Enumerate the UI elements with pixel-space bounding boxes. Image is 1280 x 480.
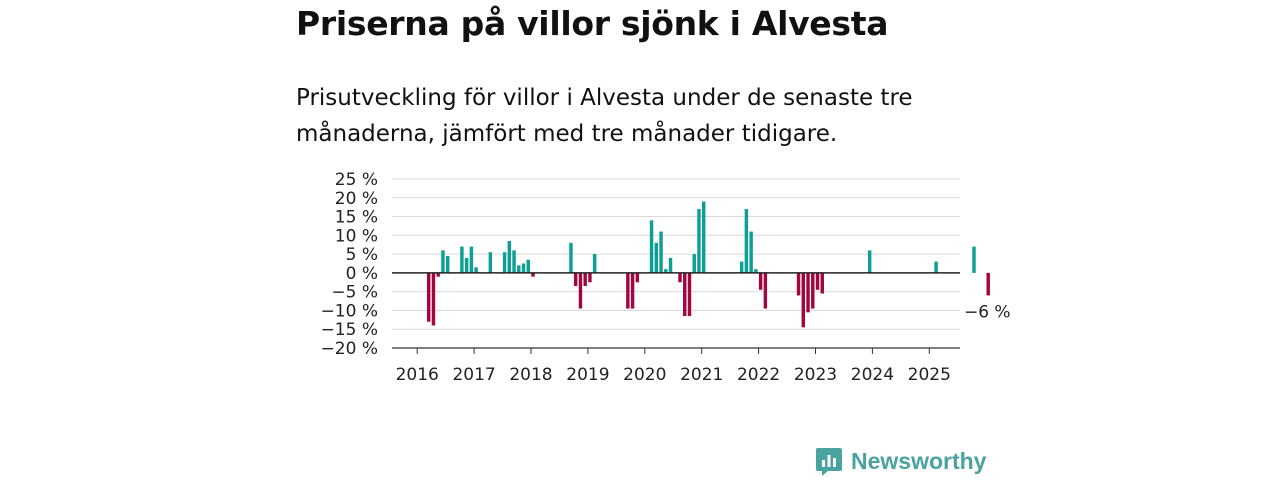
- bar-2020-02: [649, 220, 654, 273]
- bar-2022-09: [796, 272, 801, 296]
- bar-2020-10: [687, 272, 692, 317]
- y-tick-label: 20 %: [335, 189, 378, 209]
- bar-2018-09: [569, 242, 573, 273]
- y-tick-label: −20 %: [321, 339, 378, 359]
- bar-2016-10: [460, 246, 464, 273]
- chart-subtitle: Prisutveckling för villor i Alvesta unde…: [296, 85, 913, 147]
- bar-2021-12: [754, 269, 758, 273]
- y-tick-label: 0 %: [346, 264, 378, 284]
- bar-2020-08: [678, 272, 682, 283]
- bar-2021-09: [739, 261, 744, 273]
- bar-2017-12: [526, 259, 530, 273]
- last-value-annotation: −6 %: [964, 302, 1011, 322]
- x-tick-label: 2018: [509, 365, 552, 385]
- chart-title: Priserna på villor sjönk i Alvesta: [296, 4, 889, 43]
- bar-2017-07: [502, 252, 507, 273]
- newsworthy-logo-text: Newsworthy: [851, 447, 987, 474]
- bar-2021-01: [702, 201, 706, 273]
- bar-2016-04: [431, 272, 436, 326]
- x-tick-label: 2021: [680, 365, 723, 385]
- x-tick-label: 2019: [566, 365, 609, 385]
- bar-2017-08: [507, 240, 512, 273]
- x-tick-label: 2023: [794, 365, 837, 385]
- bars: [426, 201, 990, 328]
- bar-2022-02: [763, 272, 768, 309]
- bar-2019-02: [592, 254, 597, 273]
- bar-2022-10: [801, 272, 806, 328]
- bar-2019-10: [630, 272, 635, 309]
- newsworthy-logo: Newsworthy: [815, 446, 986, 476]
- bar-2023-01: [815, 272, 820, 290]
- bar-2022-11: [806, 272, 810, 313]
- bar-2018-01: [531, 272, 535, 277]
- y-tick-label: 5 %: [346, 245, 378, 265]
- newsworthy-logo-icon: [816, 448, 842, 476]
- x-tick-label: 2024: [851, 365, 894, 385]
- x-tick-label: 2022: [737, 365, 780, 385]
- y-tick-label: 15 %: [335, 208, 378, 228]
- bar-2023-12: [867, 250, 872, 273]
- x-tick-label: 2025: [908, 365, 951, 385]
- bar-2020-03: [654, 242, 659, 273]
- bar-2023-02: [820, 272, 824, 294]
- bar-undefined: [972, 246, 976, 273]
- bar-2018-12: [583, 272, 587, 287]
- bar-undefined: [986, 272, 990, 296]
- bar-2017-11: [521, 263, 526, 273]
- bar-2016-12: [469, 246, 474, 273]
- bar-2019-09: [626, 272, 630, 309]
- x-tick-label: 2016: [396, 365, 439, 385]
- bar-2021-10: [744, 209, 749, 273]
- bar-2020-06: [668, 257, 673, 273]
- bar-2018-10: [573, 272, 578, 287]
- bar-2016-03: [426, 272, 431, 322]
- y-tick-label: −5 %: [331, 283, 378, 303]
- bar-2020-09: [683, 272, 687, 317]
- bar-2022-12: [811, 272, 815, 309]
- bar-2019-01: [588, 272, 592, 283]
- bar-2022-01: [758, 272, 763, 290]
- bar-2019-11: [635, 272, 640, 283]
- y-tick-label: 10 %: [335, 226, 378, 246]
- y-tick-label: −10 %: [321, 301, 378, 321]
- bar-2020-11: [692, 254, 696, 273]
- bar-2016-05: [436, 272, 440, 277]
- bar-2020-05: [664, 269, 668, 273]
- bar-2017-01: [474, 267, 478, 273]
- bar-2020-12: [697, 209, 701, 273]
- bar-2017-10: [517, 265, 521, 273]
- bar-2016-11: [464, 257, 469, 273]
- bar-2017-09: [512, 250, 516, 273]
- axes: 25 %20 %15 %10 %5 %0 %−5 %−10 %−15 %−20 …: [321, 170, 960, 385]
- y-tick-label: −15 %: [321, 320, 378, 340]
- bar-2016-07: [445, 255, 450, 273]
- bar-2017-04: [488, 252, 493, 273]
- x-tick-label: 2020: [623, 365, 666, 385]
- x-tick-label: 2017: [452, 365, 495, 385]
- y-tick-label: 25 %: [335, 170, 378, 190]
- bar-2016-06: [441, 250, 445, 273]
- price-change-chart: 25 %20 %15 %10 %5 %0 %−5 %−10 %−15 %−20 …: [321, 170, 1011, 385]
- bar-2021-11: [749, 231, 753, 273]
- bar-2025-02: [934, 261, 938, 273]
- gridlines: [392, 178, 960, 349]
- bar-2020-04: [659, 231, 663, 273]
- bar-2018-11: [578, 272, 583, 309]
